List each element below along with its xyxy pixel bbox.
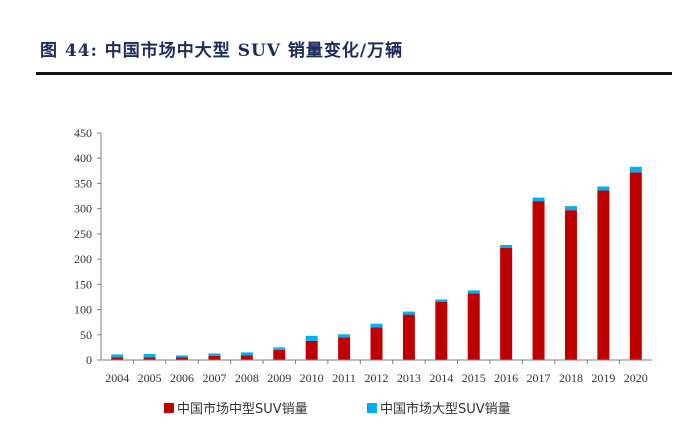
bar-large-suv-2004 [111, 354, 124, 358]
bar-mid-suv-2007 [208, 355, 221, 360]
x-tick-label: 2017 [527, 371, 551, 385]
bar-large-suv-2018 [564, 206, 577, 211]
x-tick-label: 2008 [235, 371, 259, 385]
bar-large-suv-2019 [597, 186, 610, 191]
y-tick-label: 0 [86, 353, 92, 367]
bar-large-suv-2008 [240, 352, 253, 356]
legend-swatch [164, 403, 174, 413]
y-tick-label: 450 [74, 126, 92, 140]
legend-swatch [367, 403, 377, 413]
bar-mid-suv-2010 [305, 340, 318, 360]
figure-title: 图 44: 中国市场中大型 SUV 销量变化/万辆 [40, 41, 404, 61]
x-tick-label: 2016 [494, 371, 518, 385]
y-tick-label: 350 [74, 176, 92, 190]
x-tick-label: 2015 [462, 371, 486, 385]
bar-mid-suv-2019 [597, 190, 610, 360]
x-tick-label: 2004 [105, 371, 129, 385]
x-tick-label: 2019 [591, 371, 615, 385]
legend-label: 中国市场大型SUV销量 [380, 401, 511, 417]
y-tick-label: 200 [74, 252, 92, 266]
x-tick-label: 2012 [365, 371, 389, 385]
legend: 中国市场中型SUV销量 中国市场大型SUV销量 [164, 401, 511, 417]
x-tick-label: 2007 [202, 371, 226, 385]
legend-label: 中国市场中型SUV销量 [177, 401, 308, 417]
x-tick-label: 2009 [267, 371, 291, 385]
x-tick-label: 2013 [397, 371, 421, 385]
x-axis-ticks: 2004 2005 2006 2007 2008 2009 2010 2011 2012 2013… [105, 360, 648, 385]
bar-mid-suv-2004 [111, 357, 124, 360]
y-axis-ticks: 0 50 100 150 200 250 300 350 400 450 [74, 126, 101, 367]
bar-mid-suv-2020 [629, 172, 642, 360]
bar-large-suv-2009 [273, 347, 286, 350]
title-divider [36, 72, 672, 75]
y-tick-label: 400 [74, 151, 92, 165]
bar-large-suv-2015 [467, 290, 480, 294]
bar-large-suv-2005 [143, 353, 156, 358]
y-tick-label: 50 [80, 328, 92, 342]
bar-mid-suv-2011 [338, 337, 351, 360]
bar-large-suv-2007 [208, 353, 221, 356]
bar-large-suv-2006 [176, 355, 189, 358]
bar-large-suv-2016 [500, 244, 513, 249]
bar-large-suv-2014 [435, 299, 448, 302]
y-tick-label: 250 [74, 227, 92, 241]
bars [111, 166, 642, 360]
x-tick-label: 2006 [170, 371, 194, 385]
bar-mid-suv-2018 [564, 210, 577, 360]
bar-large-suv-2011 [338, 334, 351, 338]
bar-mid-suv-2009 [273, 349, 286, 360]
bar-large-suv-2017 [532, 197, 545, 202]
bar-mid-suv-2014 [435, 301, 448, 360]
bar-mid-suv-2013 [402, 314, 415, 360]
bar-large-suv-2012 [370, 323, 383, 328]
bar-large-suv-2010 [305, 335, 318, 341]
x-tick-label: 2005 [138, 371, 162, 385]
y-tick-label: 300 [74, 202, 92, 216]
bar-mid-suv-2016 [500, 248, 513, 360]
y-tick-label: 150 [74, 277, 92, 291]
bar-mid-suv-2005 [143, 357, 156, 360]
bar-mid-suv-2008 [240, 355, 253, 360]
x-tick-label: 2014 [429, 371, 453, 385]
x-tick-label: 2010 [300, 371, 324, 385]
bar-mid-suv-2017 [532, 201, 545, 360]
bar-large-suv-2020 [629, 166, 642, 173]
x-tick-label: 2020 [624, 371, 648, 385]
y-tick-label: 100 [74, 303, 92, 317]
x-tick-label: 2011 [332, 371, 356, 385]
bar-mid-suv-2015 [467, 293, 480, 360]
bar-large-suv-2013 [402, 311, 415, 315]
bar-mid-suv-2012 [370, 327, 383, 360]
x-tick-label: 2018 [559, 371, 583, 385]
bar-mid-suv-2006 [176, 357, 189, 360]
